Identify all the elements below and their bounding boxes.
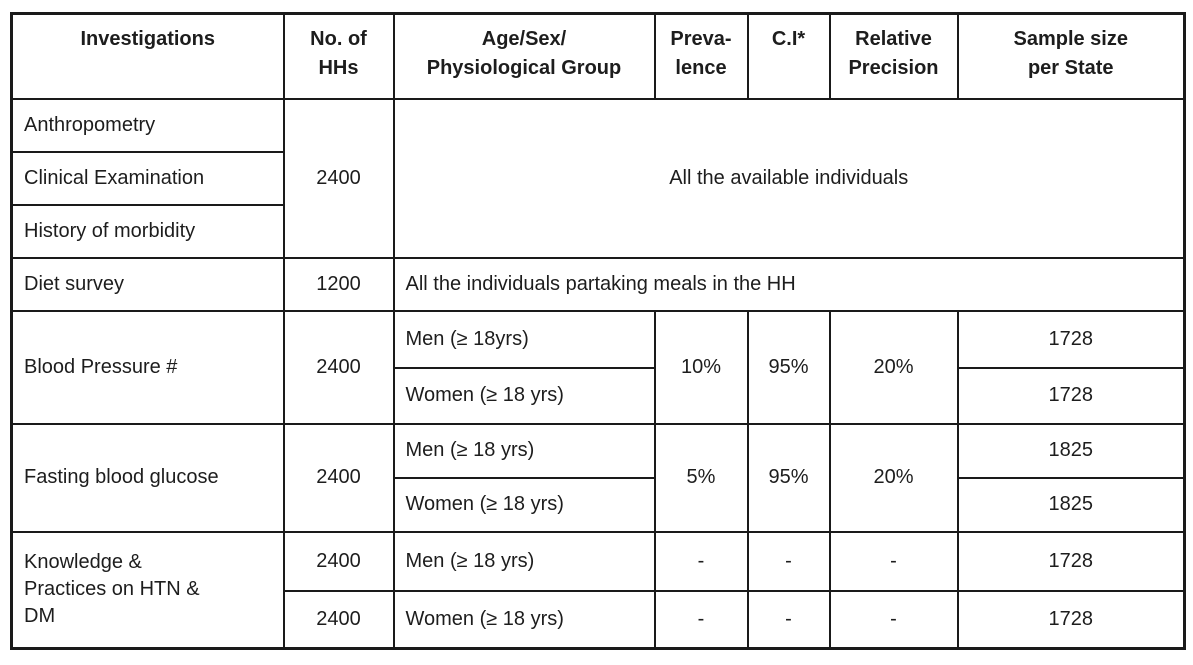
cell-investigation-diet-survey: Diet survey bbox=[10, 256, 285, 312]
cell-ci-knowledge-practices-women: - bbox=[746, 589, 831, 650]
table-row: Diet survey 1200 All the individuals par… bbox=[10, 256, 1186, 312]
table-row: Clinical Examination bbox=[10, 150, 1185, 206]
cell-hhs-knowledge-practices-women: 2400 bbox=[282, 589, 395, 650]
table-row: 2400 Women (≥ 18 yrs) - - - 1728 bbox=[12, 589, 1186, 650]
cell-hhs-anthro-block: 2400 bbox=[282, 97, 395, 259]
table-row: Knowledge & Practices on HTN & DM 2400 M… bbox=[10, 530, 1186, 650]
cell-group-fasting-glucose-men: Men (≥ 18 yrs) bbox=[392, 422, 656, 479]
cell-relative-precision-knowledge-practices-women: - bbox=[828, 589, 959, 650]
cell-ci-fasting-glucose: 95% bbox=[746, 422, 831, 533]
cell-group-knowledge-practices-women: Women (≥ 18 yrs) bbox=[392, 589, 656, 650]
cell-relative-precision-fasting-glucose: 20% bbox=[828, 422, 959, 533]
table-row: Women (≥ 18 yrs) 1825 bbox=[12, 476, 1186, 533]
cell-hhs-diet-survey: 1200 bbox=[282, 256, 395, 312]
cell-sample-blood-pressure-men: 1728 bbox=[956, 309, 1186, 369]
table-row: Blood Pressure # 2400 Men (≥ 18yrs) 10% … bbox=[10, 309, 1186, 425]
table-row: Fasting blood glucose 2400 Men (≥ 18 yrs… bbox=[10, 422, 1186, 533]
cell-sample-fasting-glucose-men: 1825 bbox=[956, 422, 1186, 479]
cell-ci-blood-pressure: 95% bbox=[746, 309, 831, 425]
cell-group-blood-pressure-women: Women (≥ 18 yrs) bbox=[392, 366, 656, 425]
table-row: Anthropometry 2400 All the available ind… bbox=[10, 97, 1186, 259]
table-row: History of morbidity bbox=[10, 203, 1185, 259]
cell-group-diet-survey: All the individuals partaking meals in t… bbox=[392, 256, 1186, 312]
sampling-design-table: Investigations No. of HHs Age/Sex/ Physi… bbox=[10, 12, 1186, 650]
cell-sample-fasting-glucose-women: 1825 bbox=[956, 476, 1186, 533]
col-header-age-sex-group: Age/Sex/ Physiological Group bbox=[392, 12, 656, 100]
cell-group-blood-pressure-men: Men (≥ 18yrs) bbox=[392, 309, 656, 369]
cell-prevalence-knowledge-practices-men: - bbox=[653, 530, 749, 592]
cell-group-knowledge-practices-men: Men (≥ 18 yrs) bbox=[392, 530, 656, 592]
cell-hhs-blood-pressure: 2400 bbox=[282, 309, 395, 425]
cell-investigation-history-of-morbidity: History of morbidity bbox=[10, 203, 285, 259]
cell-group-anthro-block: All the available individuals bbox=[392, 97, 1186, 259]
cell-ci-knowledge-practices-men: - bbox=[746, 530, 831, 592]
col-header-ci: C.I* bbox=[746, 12, 831, 100]
cell-sample-blood-pressure-women: 1728 bbox=[956, 366, 1186, 425]
col-header-prevalence: Preva- lence bbox=[653, 12, 749, 100]
cell-investigation-fasting-blood-glucose: Fasting blood glucose bbox=[10, 422, 285, 533]
cell-group-fasting-glucose-women: Women (≥ 18 yrs) bbox=[392, 476, 656, 533]
cell-relative-precision-blood-pressure: 20% bbox=[828, 309, 959, 425]
cell-investigation-clinical-examination: Clinical Examination bbox=[10, 150, 285, 206]
cell-hhs-fasting-blood-glucose: 2400 bbox=[282, 422, 395, 533]
cell-hhs-knowledge-practices-men: 2400 bbox=[282, 530, 395, 592]
col-header-sample-size: Sample size per State bbox=[956, 12, 1186, 100]
cell-investigation-knowledge-practices: Knowledge & Practices on HTN & DM bbox=[10, 530, 285, 650]
col-header-no-of-hhs: No. of HHs bbox=[282, 12, 395, 100]
cell-prevalence-blood-pressure: 10% bbox=[653, 309, 749, 425]
cell-sample-knowledge-practices-women: 1728 bbox=[956, 589, 1186, 650]
table-row: Women (≥ 18 yrs) 1728 bbox=[12, 366, 1186, 425]
cell-prevalence-fasting-glucose: 5% bbox=[653, 422, 749, 533]
cell-investigation-blood-pressure: Blood Pressure # bbox=[10, 309, 285, 425]
cell-relative-precision-knowledge-practices-men: - bbox=[828, 530, 959, 592]
table-header-row: Investigations No. of HHs Age/Sex/ Physi… bbox=[10, 12, 1186, 100]
cell-sample-knowledge-practices-men: 1728 bbox=[956, 530, 1186, 592]
col-header-relative-precision: Relative Precision bbox=[828, 12, 959, 100]
cell-investigation-anthropometry: Anthropometry bbox=[10, 97, 285, 153]
cell-prevalence-knowledge-practices-women: - bbox=[653, 589, 749, 650]
col-header-investigations: Investigations bbox=[10, 12, 285, 100]
